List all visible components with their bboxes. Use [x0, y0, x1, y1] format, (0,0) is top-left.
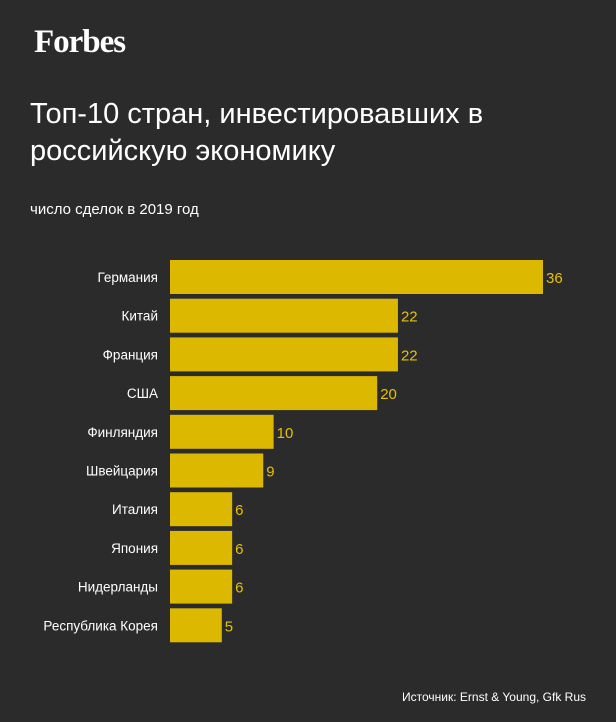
chart-subtitle: число сделок в 2019 год	[30, 201, 199, 218]
value-label: 6	[235, 580, 243, 597]
category-label: Италия	[112, 502, 158, 517]
value-label: 22	[401, 309, 418, 326]
category-label: Швейцария	[86, 464, 158, 479]
bar	[170, 337, 398, 372]
bar	[170, 569, 233, 604]
bar	[170, 260, 543, 294]
category-label: Республика Корея	[43, 618, 158, 633]
bar	[170, 414, 274, 449]
bar	[170, 608, 222, 643]
category-label: Франция	[103, 347, 158, 362]
value-label: 9	[266, 464, 274, 481]
value-label: 5	[225, 618, 233, 635]
value-label: 6	[235, 541, 243, 558]
category-label: Япония	[111, 541, 158, 556]
source-note: Источник: Ernst & Young, Gfk Rus	[402, 690, 586, 704]
bar	[170, 376, 378, 411]
value-label: 10	[277, 425, 294, 442]
chart-title: Топ-10 стран, инвестировавших в российск…	[30, 98, 484, 167]
category-label: Нидерланды	[78, 580, 158, 595]
value-label: 6	[235, 502, 243, 519]
value-label: 22	[401, 347, 418, 364]
bar	[170, 453, 264, 488]
bar	[170, 298, 398, 333]
category-label: Финляндия	[87, 425, 158, 440]
category-label: Германия	[97, 270, 158, 285]
forbes-logo: Forbes	[34, 24, 126, 60]
category-label: Китай	[122, 309, 159, 324]
category-label: США	[127, 386, 158, 401]
bar	[170, 530, 233, 565]
value-label: 20	[380, 386, 397, 403]
bar	[170, 492, 233, 527]
value-label: 36	[546, 270, 563, 287]
